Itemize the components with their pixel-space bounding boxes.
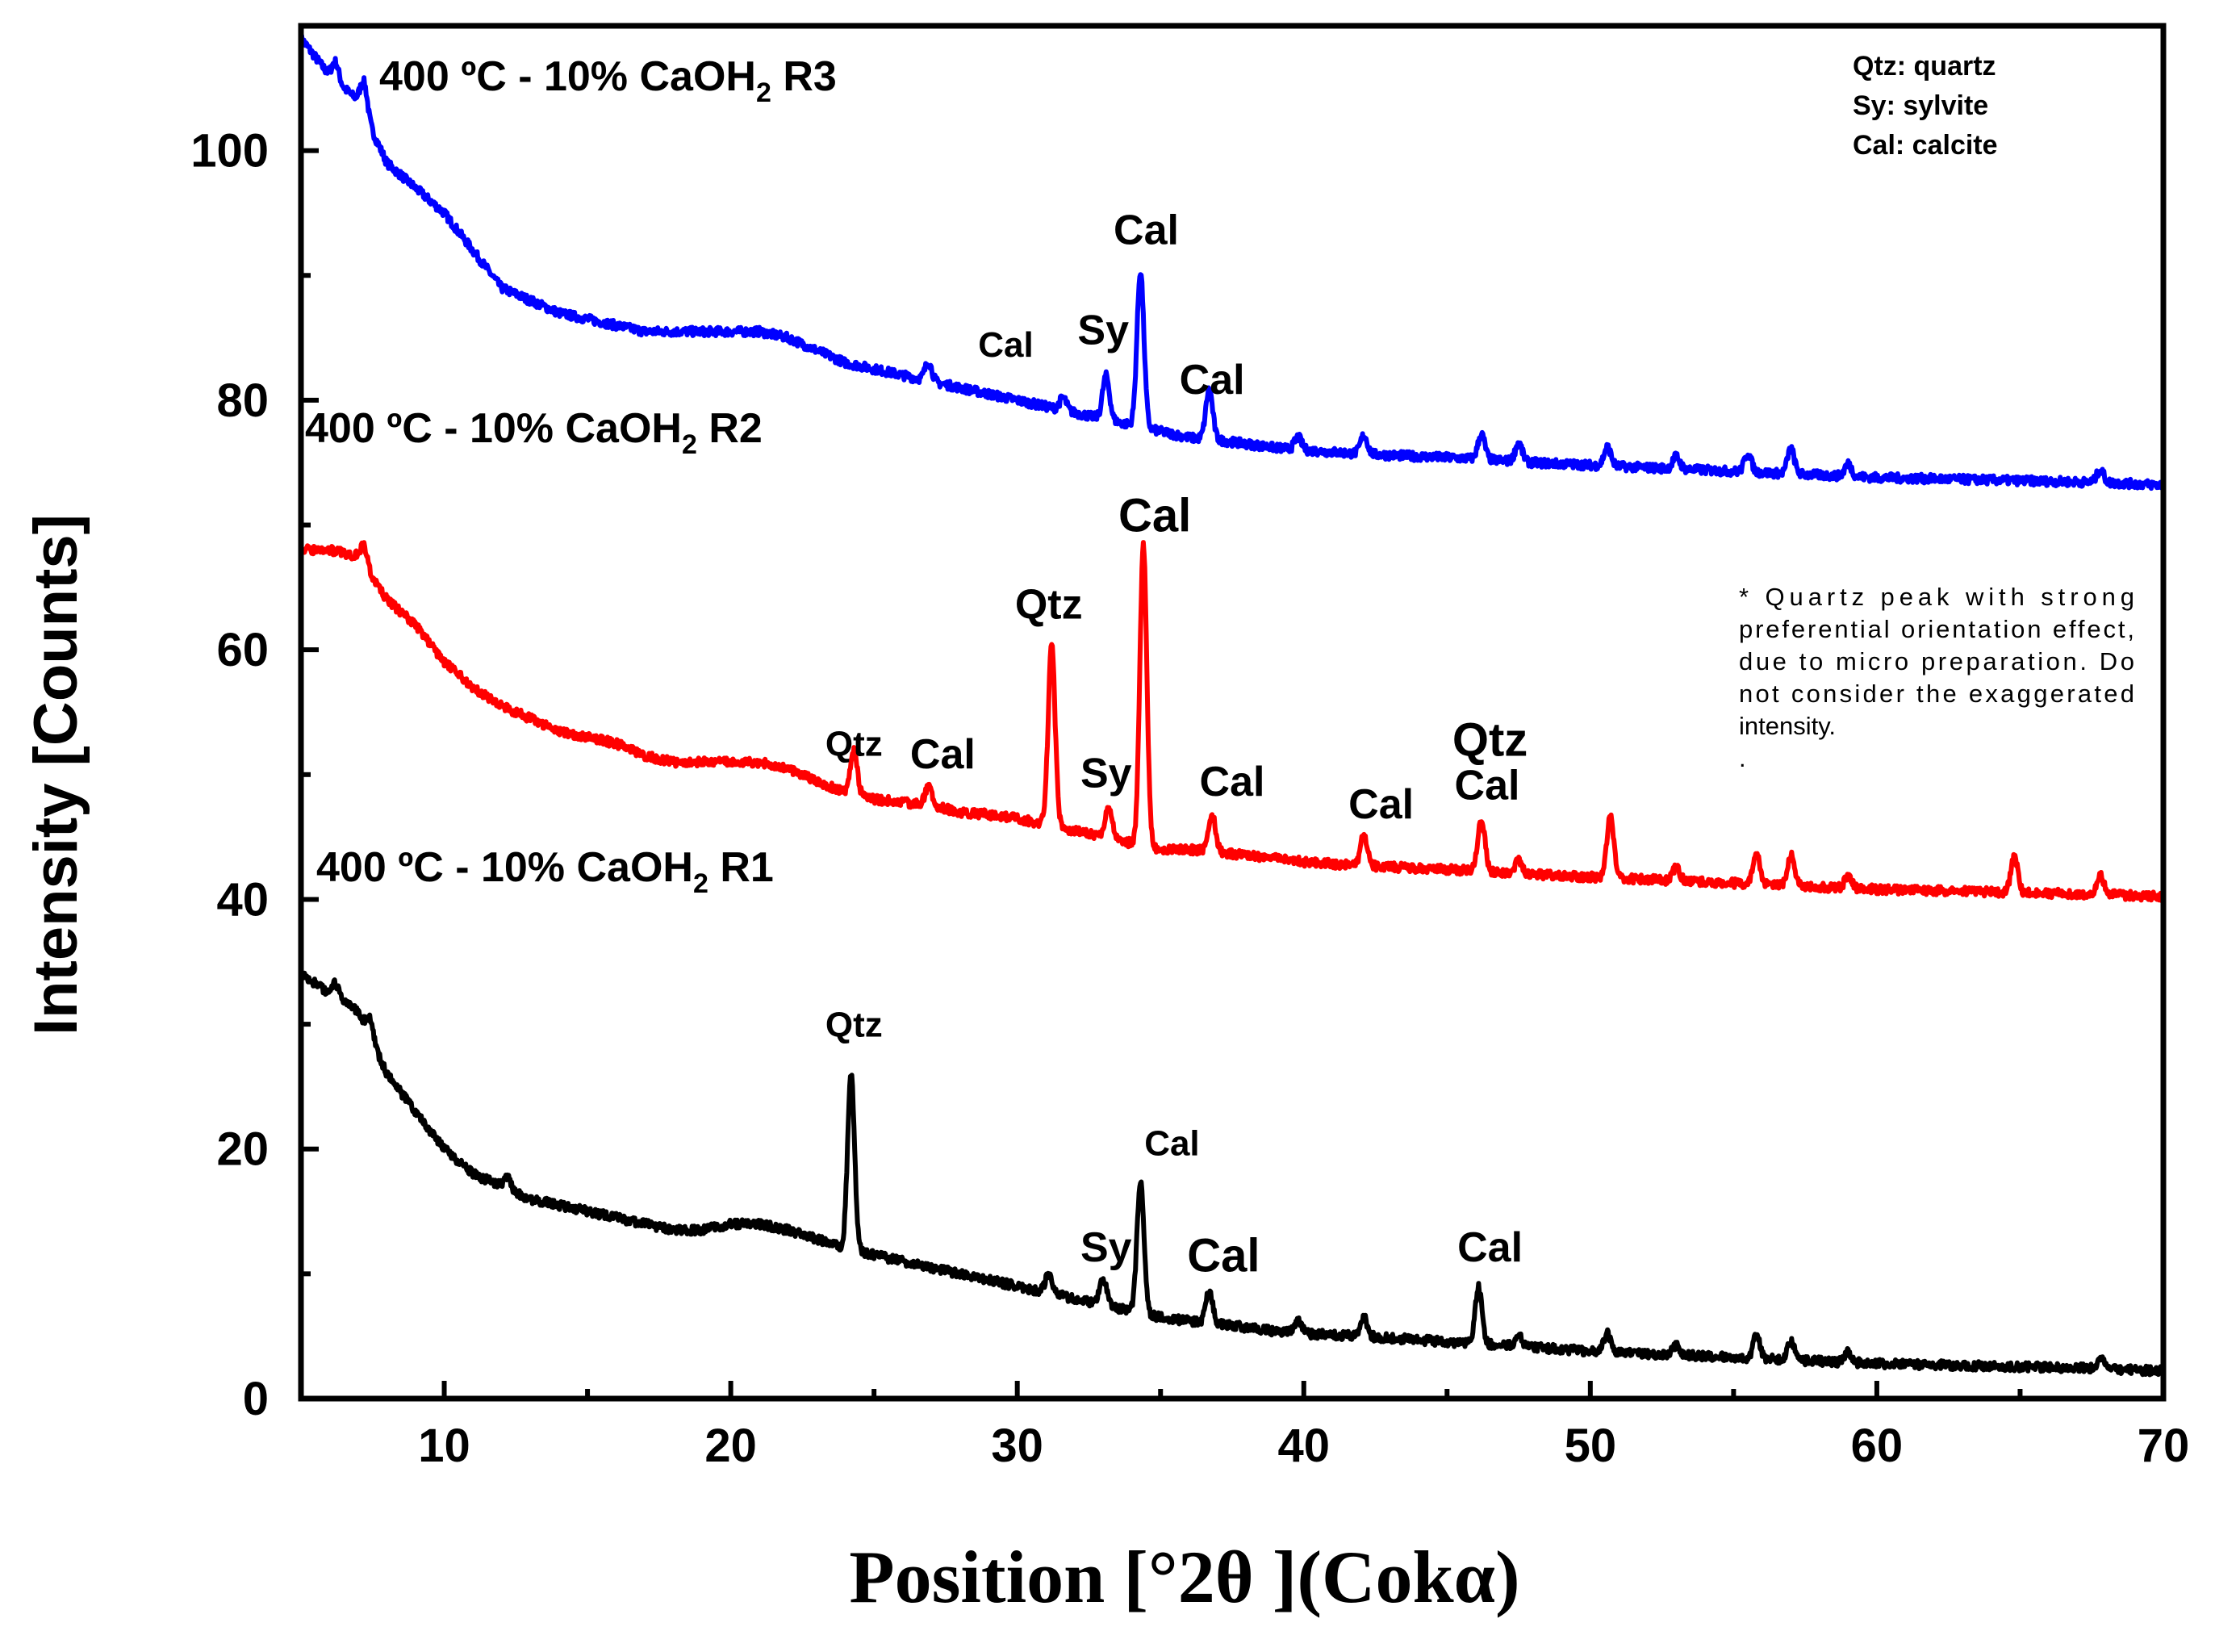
- x-tick-label: 40: [1278, 1420, 1331, 1472]
- peak-label: Qtz: [1452, 714, 1528, 767]
- peak-label: Cal: [1144, 1123, 1199, 1163]
- peak-label: Qtz: [825, 1006, 883, 1045]
- y-tick-label: 40: [216, 873, 269, 926]
- legend-item-calcite: Cal: calcite: [1853, 130, 1998, 161]
- note-line: intensity.: [1739, 712, 1836, 740]
- series-label: 400 ºC - 10% CaOH2 R2: [305, 405, 763, 460]
- x-tick-label: 50: [1565, 1420, 1617, 1472]
- legend-item-quartz: Qtz: quartz: [1853, 51, 1996, 82]
- x-tick-label: 70: [2138, 1420, 2190, 1472]
- peak-label: Qtz: [825, 725, 883, 764]
- legend: Qtz: quartz Sy: sylvite Cal: calcite: [1853, 51, 1998, 161]
- note-line: .: [1739, 744, 1746, 772]
- plot-frame: [298, 23, 2167, 1402]
- peak-label: Cal: [1348, 781, 1414, 828]
- series-label-main: 400 ºC - 10% CaOH: [305, 405, 682, 452]
- peak-label: Cal: [1114, 207, 1179, 254]
- series-layer: [299, 33, 2166, 1378]
- series-label-main: 400 ºC - 10% CaOH: [379, 53, 756, 100]
- axis-layer: 10 20 30 40 50 60 70 0 20 40 60 80 100: [190, 23, 2190, 1472]
- peak-label: Cal: [910, 731, 976, 778]
- series-label: 400 ºC - 10% CaOH2 R1: [316, 844, 774, 899]
- x-tick-label: 20: [704, 1420, 757, 1472]
- peak-label: Cal: [1455, 763, 1520, 809]
- note-line: not consider the exaggerated: [1739, 680, 2134, 708]
- y-tick-label: 20: [216, 1123, 269, 1176]
- series-label-subscript: 2: [756, 77, 771, 108]
- x-tick-label: 30: [991, 1420, 1043, 1472]
- peak-label: Cal: [1180, 357, 1245, 404]
- peak-label: Cal: [1200, 759, 1265, 805]
- note-line: * Quartz peak with strong: [1739, 583, 2134, 611]
- y-tick-label: 0: [243, 1373, 269, 1425]
- series-label-subscript: 2: [693, 868, 708, 899]
- series-label-tail: R2: [697, 405, 763, 452]
- peak-label: Cal: [1187, 1229, 1260, 1282]
- y-tick-label: 100: [190, 125, 269, 178]
- peak-label: Sy: [1077, 307, 1129, 353]
- series-label-tail: R3: [771, 53, 837, 100]
- series-line: [299, 33, 2166, 491]
- y-axis-label: Intensity [Counts]: [22, 514, 90, 1035]
- series-label-tail: R1: [708, 844, 774, 891]
- peak-label: Cal: [978, 325, 1033, 365]
- x-tick-label: 10: [418, 1420, 470, 1472]
- orientation-note: * Quartz peak with strong preferential o…: [1739, 583, 2134, 772]
- x-axis-label: Position [°2θ ](Cokα): [849, 1536, 1519, 1618]
- note-line: due to micro preparation. Do: [1739, 647, 2134, 675]
- peak-label: Cal: [1118, 489, 1191, 542]
- series-label-main: 400 ºC - 10% CaOH: [316, 844, 693, 891]
- peak-label: Sy: [1080, 1224, 1132, 1271]
- y-tick-label: 80: [216, 374, 269, 427]
- series-line: [299, 970, 2166, 1378]
- series-label-subscript: 2: [682, 429, 697, 460]
- x-tick-label: 60: [1851, 1420, 1904, 1472]
- peak-label: Cal: [1457, 1224, 1523, 1271]
- peak-label: Sy: [1080, 750, 1132, 797]
- y-tick-label: 60: [216, 624, 269, 676]
- legend-item-sylvite: Sy: sylvite: [1853, 90, 1988, 121]
- series-label: 400 ºC - 10% CaOH2 R3: [379, 53, 837, 108]
- note-line: preferential orientation effect,: [1739, 615, 2134, 643]
- peak-label: Qtz: [1015, 582, 1083, 629]
- series-line: [299, 540, 2166, 903]
